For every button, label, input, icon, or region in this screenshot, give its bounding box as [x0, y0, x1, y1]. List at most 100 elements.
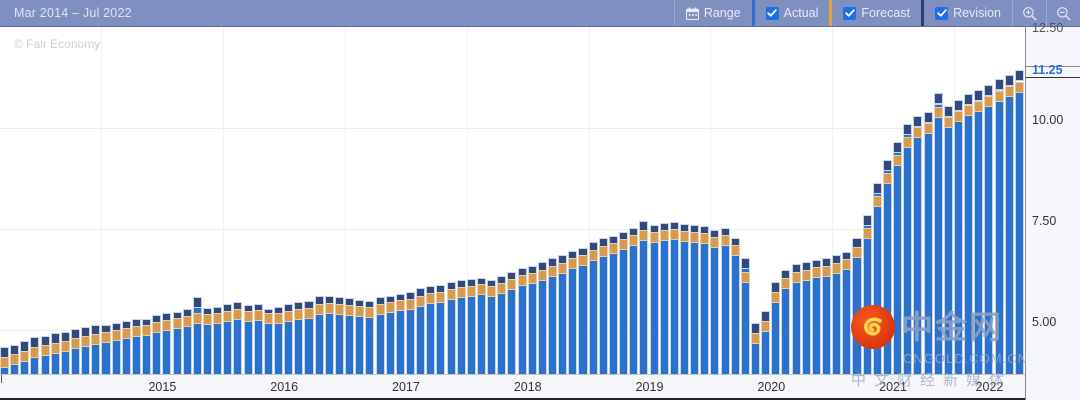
bar-group[interactable] [923, 27, 933, 374]
bar-group[interactable] [852, 27, 862, 374]
bar-group[interactable] [71, 27, 81, 374]
bar-group[interactable] [649, 27, 659, 374]
bar-group[interactable] [953, 27, 963, 374]
zoom-in-button[interactable] [1012, 0, 1046, 26]
bar-group[interactable] [537, 27, 547, 374]
bar-group[interactable] [598, 27, 608, 374]
bar-group[interactable] [893, 27, 903, 374]
bar-series[interactable] [0, 27, 1025, 374]
bar-group[interactable] [882, 27, 892, 374]
bar-group[interactable] [700, 27, 710, 374]
bar-group[interactable] [182, 27, 192, 374]
bar-group[interactable] [1004, 27, 1014, 374]
bar-group[interactable] [111, 27, 121, 374]
bar-group[interactable] [750, 27, 761, 374]
bar-group[interactable] [710, 27, 720, 374]
bar-group[interactable] [121, 27, 131, 374]
bar-group[interactable] [202, 27, 213, 374]
bar-group[interactable] [639, 27, 649, 374]
bar-group[interactable] [690, 27, 700, 374]
bar-group[interactable] [345, 27, 355, 374]
bar-group[interactable] [659, 27, 669, 374]
bar-group[interactable] [213, 27, 223, 374]
bar-group[interactable] [913, 27, 923, 374]
plot-region[interactable] [0, 27, 1025, 374]
bar-group[interactable] [791, 27, 801, 374]
zoom-out-button[interactable] [1046, 0, 1080, 26]
bar-group[interactable] [619, 27, 629, 374]
bar-group[interactable] [964, 27, 974, 374]
bar-group[interactable] [842, 27, 852, 374]
bar-group[interactable] [730, 27, 740, 374]
bar-group[interactable] [375, 27, 385, 374]
bar-group[interactable] [91, 27, 101, 374]
bar-group[interactable] [253, 27, 263, 374]
bar-group[interactable] [162, 27, 172, 374]
bar-group[interactable] [456, 27, 466, 374]
bar-group[interactable] [284, 27, 294, 374]
bar-group[interactable] [761, 27, 771, 374]
actual-toggle[interactable]: Actual [751, 0, 830, 26]
bar-group[interactable] [781, 27, 791, 374]
bar-group[interactable] [568, 27, 578, 374]
bar-group[interactable] [974, 27, 984, 374]
range-button[interactable]: Range [673, 0, 752, 26]
bar-group[interactable] [314, 27, 324, 374]
bar-group[interactable] [416, 27, 426, 374]
bar-group[interactable] [192, 27, 202, 374]
bar-group[interactable] [324, 27, 334, 374]
bar-group[interactable] [304, 27, 314, 374]
bar-group[interactable] [1014, 27, 1024, 374]
bar-group[interactable] [832, 27, 842, 374]
forecast-toggle[interactable]: Forecast [829, 0, 921, 26]
bar-group[interactable] [395, 27, 405, 374]
bar-group[interactable] [60, 27, 70, 374]
bar-group[interactable] [487, 27, 497, 374]
bar-group[interactable] [50, 27, 60, 374]
bar-group[interactable] [822, 27, 832, 374]
bar-group[interactable] [223, 27, 233, 374]
bar-group[interactable] [446, 27, 456, 374]
bar-group[interactable] [385, 27, 395, 374]
bar-group[interactable] [629, 27, 639, 374]
bar-group[interactable] [365, 27, 375, 374]
bar-group[interactable] [497, 27, 507, 374]
bar-group[interactable] [872, 27, 882, 374]
bar-group[interactable] [548, 27, 558, 374]
bar-group[interactable] [507, 27, 517, 374]
bar-group[interactable] [81, 27, 91, 374]
bar-group[interactable] [243, 27, 253, 374]
bar-group[interactable] [578, 27, 588, 374]
bar-group[interactable] [801, 27, 811, 374]
bar-group[interactable] [274, 27, 284, 374]
bar-group[interactable] [20, 27, 30, 374]
bar-group[interactable] [40, 27, 50, 374]
bar-group[interactable] [233, 27, 243, 374]
bar-group[interactable] [466, 27, 476, 374]
bar-group[interactable] [994, 27, 1004, 374]
bar-group[interactable] [152, 27, 162, 374]
bar-group[interactable] [608, 27, 618, 374]
bar-group[interactable] [426, 27, 436, 374]
bar-group[interactable] [101, 27, 111, 374]
bar-group[interactable] [679, 27, 689, 374]
bar-group[interactable] [0, 27, 10, 374]
bar-group[interactable] [740, 27, 750, 374]
bar-group[interactable] [30, 27, 40, 374]
bar-group[interactable] [334, 27, 344, 374]
bar-group[interactable] [669, 27, 679, 374]
bar-group[interactable] [476, 27, 487, 374]
revision-toggle[interactable]: Revision [921, 0, 1012, 26]
bar-group[interactable] [588, 27, 598, 374]
bar-group[interactable] [436, 27, 446, 374]
bar-group[interactable] [527, 27, 537, 374]
bar-group[interactable] [355, 27, 365, 374]
bar-group[interactable] [142, 27, 152, 374]
bar-group[interactable] [10, 27, 20, 374]
bar-group[interactable] [943, 27, 953, 374]
bar-group[interactable] [294, 27, 304, 374]
bar-group[interactable] [862, 27, 872, 374]
bar-group[interactable] [903, 27, 913, 374]
bar-group[interactable] [558, 27, 568, 374]
bar-group[interactable] [131, 27, 141, 374]
